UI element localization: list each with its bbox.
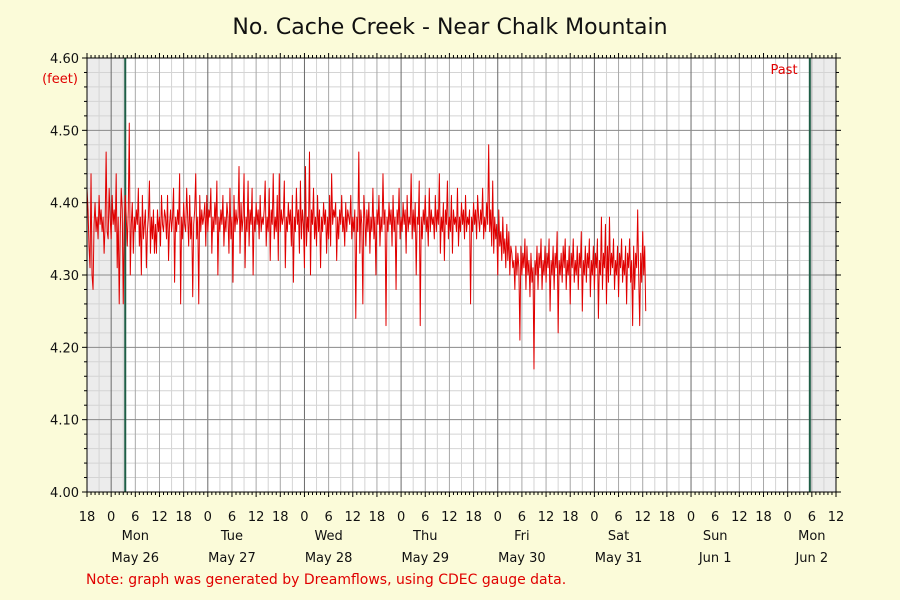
x-date-label: May 30 xyxy=(498,551,546,566)
x-date-label: Jun 1 xyxy=(698,551,732,566)
x-tick-label: 18 xyxy=(465,510,482,525)
y-unit-label: (feet) xyxy=(42,72,78,87)
x-tick-label: 18 xyxy=(369,510,386,525)
y-tick-label: 4.10 xyxy=(50,414,79,429)
x-tick-label: 12 xyxy=(248,510,265,525)
series-layer xyxy=(86,122,647,370)
x-weekday-label: Wed xyxy=(314,529,342,544)
y-axis-labels: 4.00 4.10 4.20 4.30 4.40 4.50 4.60 xyxy=(50,52,79,501)
chart-title: No. Cache Creek - Near Chalk Mountain xyxy=(232,15,667,40)
x-tick-label: 18 xyxy=(659,510,676,525)
x-tick-label: 6 xyxy=(131,510,139,525)
x-tick-label: 0 xyxy=(494,510,502,525)
x-tick-label: 12 xyxy=(151,510,168,525)
x-date-label: May 29 xyxy=(401,551,449,566)
x-weekday-label: Tue xyxy=(220,529,243,544)
x-tick-label: 0 xyxy=(204,510,212,525)
x-weekday-label: Mon xyxy=(798,529,825,544)
x-date-label: May 31 xyxy=(595,551,643,566)
x-date-label: May 28 xyxy=(305,551,353,566)
time-markers xyxy=(124,58,811,492)
y-tick-label: 4.20 xyxy=(50,341,79,356)
x-tick-label: 18 xyxy=(562,510,579,525)
series-line xyxy=(86,122,647,370)
x-tick-label: 12 xyxy=(634,510,651,525)
y-tick-label: 4.30 xyxy=(50,269,79,284)
x-tick-label: 0 xyxy=(784,510,792,525)
x-tick-label: 6 xyxy=(324,510,332,525)
past-label: Past xyxy=(770,63,797,78)
x-weekday-label: Thu xyxy=(412,529,437,544)
x-tick-label: 6 xyxy=(614,510,622,525)
x-tick-label: 0 xyxy=(300,510,308,525)
y-tick-label: 4.50 xyxy=(50,124,79,139)
x-tick-label: 12 xyxy=(731,510,748,525)
x-tick-label: 0 xyxy=(590,510,598,525)
x-tick-label: 18 xyxy=(175,510,192,525)
x-weekday-label: Fri xyxy=(514,529,530,544)
x-tick-label: 18 xyxy=(272,510,289,525)
x-date-label: Jun 2 xyxy=(794,551,828,566)
x-tick-label: 0 xyxy=(107,510,115,525)
x-weekday-label: Mon xyxy=(122,529,149,544)
x-tick-label: 12 xyxy=(345,510,362,525)
x-axis-hour-labels: 18 0 6 12 18 0 6 12 18 0 6 12 18 0 6 12 18 0 6 12 18 0 6 12 18 0 6… xyxy=(79,510,845,525)
x-tick-label: 18 xyxy=(79,510,96,525)
x-tick-label: 12 xyxy=(828,510,845,525)
x-axis-day-labels: Mon May 26 Tue May 27 Wed May 28 Thu May 29 Fri M… xyxy=(112,529,829,566)
axis-ticks xyxy=(82,53,841,497)
y-tick-label: 4.60 xyxy=(50,52,79,67)
x-tick-label: 12 xyxy=(538,510,555,525)
x-date-label: May 26 xyxy=(112,551,160,566)
x-tick-label: 6 xyxy=(228,510,236,525)
x-date-label: May 27 xyxy=(208,551,256,566)
x-weekday-label: Sun xyxy=(703,529,728,544)
x-tick-label: 0 xyxy=(687,510,695,525)
x-tick-label: 6 xyxy=(421,510,429,525)
x-tick-label: 0 xyxy=(397,510,405,525)
x-tick-label: 18 xyxy=(755,510,772,525)
y-tick-label: 4.00 xyxy=(50,486,79,501)
x-weekday-label: Sat xyxy=(608,529,629,544)
x-tick-label: 6 xyxy=(518,510,526,525)
x-tick-label: 6 xyxy=(808,510,816,525)
footer-note: Note: graph was generated by Dreamflows,… xyxy=(86,572,566,588)
x-tick-label: 6 xyxy=(711,510,719,525)
y-tick-label: 4.40 xyxy=(50,197,79,212)
x-tick-label: 12 xyxy=(441,510,458,525)
